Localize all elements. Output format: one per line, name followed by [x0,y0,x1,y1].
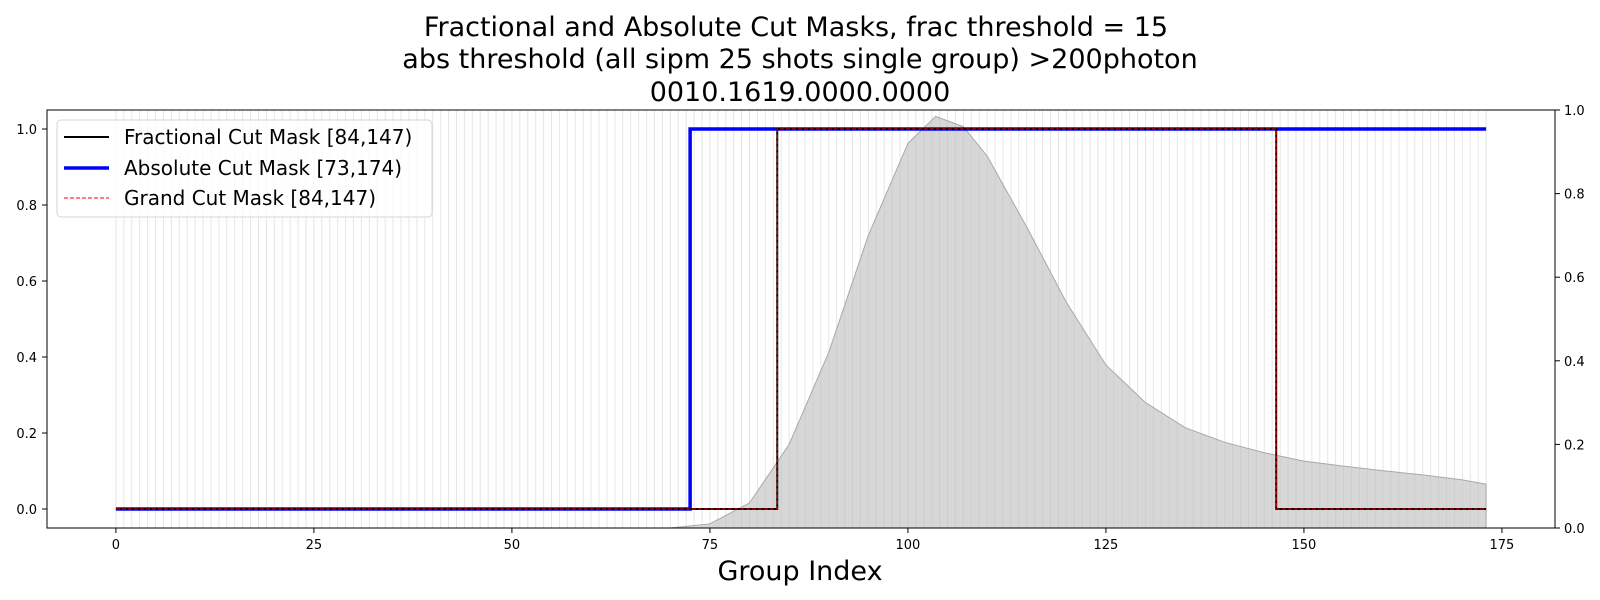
profile-area [115,115,1487,529]
x-tick-label: 175 [1490,538,1515,553]
title-line-3: 0010.1619.0000.0000 [650,77,951,108]
legend-box [56,119,433,218]
y2-tick-label: 0.8 [1564,188,1585,203]
y-tick-label: 1.0 [16,123,37,138]
x-tick-label: 100 [896,538,921,553]
x-tick-label: 50 [504,538,521,553]
x-tick-label: 125 [1094,538,1119,553]
plot-frame [46,109,1556,529]
legend: Fractional Cut Mask [84,147) Absolute Cut… [56,119,433,218]
x-tick-label: 0 [112,538,120,553]
y-tick-label: 0.6 [16,275,37,290]
y2-tick-label: 1.0 [1564,104,1585,119]
y-axis: 0.0 0.2 0.4 0.6 0.8 1.0 [16,123,47,518]
series-lines [115,127,1487,511]
y2-tick-label: 0.6 [1564,271,1585,286]
chart-title: Fractional and Absolute Cut Masks, frac … [402,12,1197,108]
y-tick-label: 0.0 [16,503,37,518]
legend-label: Grand Cut Mask [84,147) [124,186,376,210]
y2-tick-label: 0.4 [1564,355,1585,370]
legend-label: Fractional Cut Mask [84,147) [124,125,412,149]
y-tick-label: 0.8 [16,199,37,214]
x-axis: 0 25 50 75 100 125 150 175 [112,528,1515,553]
x-tick-label: 75 [702,538,719,553]
y2-axis: 0.0 0.2 0.4 0.6 0.8 1.0 [1555,104,1585,537]
y2-tick-label: 0.2 [1564,438,1585,453]
y2-tick-label: 0.0 [1564,522,1585,537]
background-profile [115,115,1487,529]
title-line-1: Fractional and Absolute Cut Masks, frac … [424,12,1168,43]
y-tick-label: 0.4 [16,351,37,366]
x-tick-label: 150 [1292,538,1317,553]
grand-cut-mask-line [115,128,1487,510]
title-line-2: abs threshold (all sipm 25 shots single … [402,44,1197,75]
y-tick-label: 0.2 [16,427,37,442]
x-tick-label: 25 [306,538,323,553]
legend-label: Absolute Cut Mask [73,174) [124,156,402,180]
x-axis-label: Group Index [717,556,882,587]
